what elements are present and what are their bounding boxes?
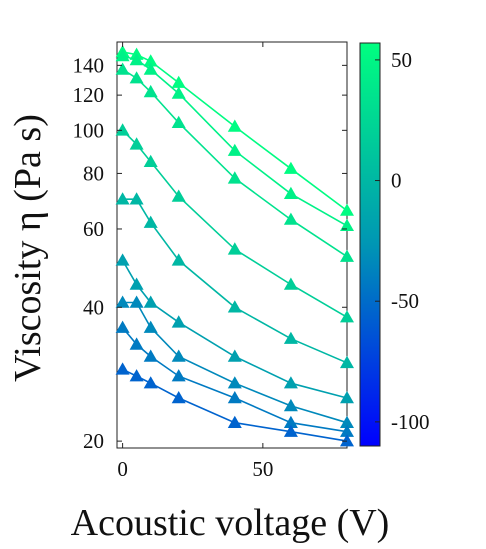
data-point-triangle xyxy=(143,215,158,228)
series-line xyxy=(122,301,348,424)
data-point-triangle xyxy=(115,295,130,308)
data-point-triangle xyxy=(129,295,144,308)
data-point-triangle xyxy=(143,62,158,75)
series-5 xyxy=(115,192,354,369)
series-4 xyxy=(115,123,354,323)
y-tick-label: 80 xyxy=(83,161,104,185)
data-point-triangle xyxy=(227,143,242,156)
colorbar: 50 0 -50 -100 xyxy=(359,42,430,447)
axes-frame xyxy=(116,41,348,449)
data-point-triangle xyxy=(171,315,186,328)
data-point-triangle xyxy=(340,391,354,404)
data-point-triangle xyxy=(143,376,158,389)
data-point-triangle xyxy=(340,310,354,323)
data-point-triangle xyxy=(171,369,186,382)
colorbar-tick-label: -50 xyxy=(391,289,419,313)
data-point-triangle xyxy=(129,369,144,382)
data-point-triangle xyxy=(171,391,186,404)
series-line xyxy=(122,68,348,258)
data-point-triangle xyxy=(283,212,298,225)
data-point-triangle xyxy=(143,84,158,98)
data-point-triangle xyxy=(171,75,186,88)
data-point-triangle xyxy=(340,203,354,216)
colorbar-tick-label: 50 xyxy=(391,48,412,72)
colorbar-tick-label: -100 xyxy=(391,410,430,434)
x-axis-label: Acoustic voltage (V) xyxy=(71,502,390,544)
data-point-triangle xyxy=(283,376,298,389)
data-point-triangle xyxy=(143,349,158,362)
data-point-triangle xyxy=(143,54,158,67)
y-tick-label: 60 xyxy=(83,217,104,241)
data-point-triangle xyxy=(340,434,354,447)
colorbar-ticks: 50 0 -50 -100 xyxy=(375,48,430,434)
data-point-triangle xyxy=(227,349,242,362)
data-point-triangle xyxy=(340,249,354,262)
data-point-triangle xyxy=(129,71,144,84)
series-2 xyxy=(115,48,354,231)
data-point-triangle xyxy=(115,192,130,205)
data-point-triangle xyxy=(227,171,242,184)
data-point-triangle xyxy=(283,331,298,344)
series-6 xyxy=(115,253,354,404)
y-tick-label: 120 xyxy=(73,83,105,107)
y-tick-label: 140 xyxy=(73,53,105,77)
x-tick-label: 50 xyxy=(252,457,273,481)
data-point-triangle xyxy=(143,154,158,167)
data-point-triangle xyxy=(171,86,186,99)
data-point-triangle xyxy=(115,62,130,75)
y-axis-label: Viscosity η (Pa s) xyxy=(7,114,49,382)
data-point-triangle xyxy=(227,391,242,404)
data-point-triangle xyxy=(340,355,354,369)
series-line xyxy=(122,55,348,227)
data-point-triangle xyxy=(129,52,144,66)
data-point-triangle xyxy=(129,192,144,205)
data-point-triangle xyxy=(115,123,130,136)
data-point-triangle xyxy=(283,161,298,174)
data-point-triangle xyxy=(340,415,354,428)
data-point-triangle xyxy=(283,424,298,437)
y-tick-label: 100 xyxy=(73,118,105,142)
data-point-triangle xyxy=(143,295,158,308)
y-axis-ticks: 20 40 60 80 100 120 140 xyxy=(73,53,347,453)
data-point-triangle xyxy=(340,218,354,231)
data-point-triangle xyxy=(171,189,186,202)
x-axis-ticks: 0 50 xyxy=(117,42,273,481)
data-point-triangle xyxy=(129,337,144,350)
data-point-triangle xyxy=(227,300,242,313)
data-point-triangle xyxy=(283,415,298,428)
data-point-triangle xyxy=(115,362,130,375)
y-tick-label: 20 xyxy=(83,429,104,453)
data-point-triangle xyxy=(171,349,186,362)
data-point-triangle xyxy=(115,253,130,266)
series-line xyxy=(122,129,348,318)
data-point-triangle xyxy=(283,277,298,290)
y-tick-label: 40 xyxy=(83,295,104,319)
data-point-triangle xyxy=(340,424,354,437)
x-tick-label: 0 xyxy=(117,457,128,481)
data-point-triangle xyxy=(171,253,186,266)
data-point-triangle xyxy=(227,415,242,428)
data-point-triangle xyxy=(115,320,130,333)
data-point-triangle xyxy=(171,115,186,128)
data-point-triangle xyxy=(283,398,298,412)
series-7 xyxy=(115,295,354,428)
data-point-triangle xyxy=(115,48,130,62)
data-point-triangle xyxy=(227,376,242,389)
colorbar-gradient xyxy=(359,42,381,447)
data-point-triangle xyxy=(143,320,158,333)
data-point-triangle xyxy=(283,186,298,199)
series-line xyxy=(122,198,348,364)
series-9 xyxy=(115,362,354,447)
series-3 xyxy=(115,62,354,262)
series-layer xyxy=(115,45,354,447)
data-point-triangle xyxy=(129,277,144,290)
series-8 xyxy=(115,320,354,437)
data-point-triangle xyxy=(129,137,144,150)
data-point-triangle xyxy=(227,119,242,132)
plot-area xyxy=(116,41,348,449)
colorbar-tick-label: 0 xyxy=(391,169,402,193)
data-point-triangle xyxy=(227,242,242,255)
